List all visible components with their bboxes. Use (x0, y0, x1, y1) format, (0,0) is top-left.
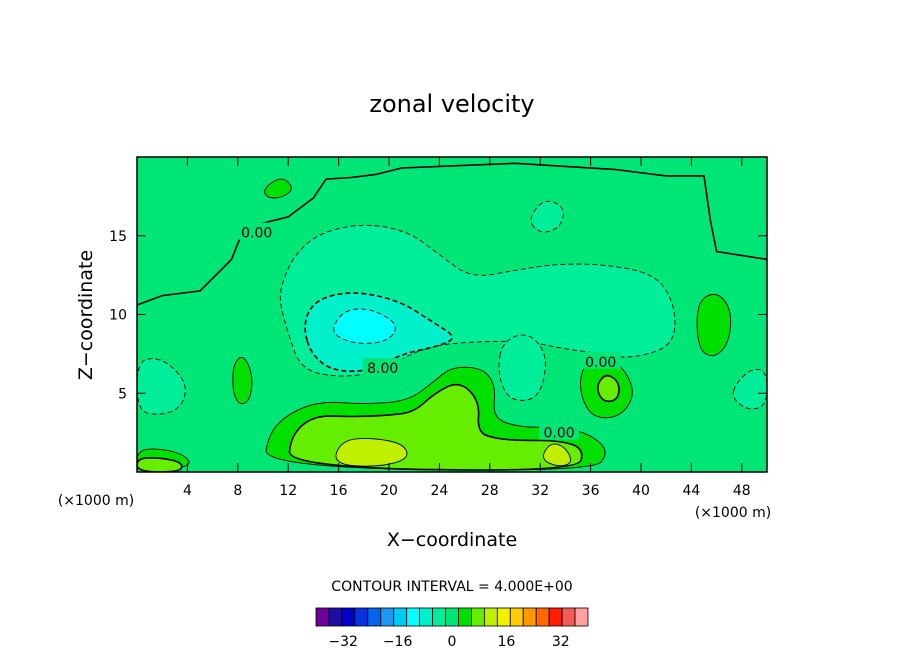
x-tick-label: 32 (531, 483, 549, 499)
contour-region (531, 201, 564, 232)
contour-line (732, 368, 767, 410)
contour-line (696, 293, 732, 357)
colorbar-swatch (548, 607, 563, 627)
contour-line (279, 224, 676, 377)
colorbar-swatch (445, 607, 459, 627)
x-tick-label: 20 (380, 483, 398, 499)
contour-line (304, 292, 453, 373)
x-tick-label: 44 (682, 483, 700, 499)
contour-label-bg (539, 422, 580, 440)
colorbar-tick-label: −16 (383, 634, 413, 650)
colorbar-swatch (535, 607, 550, 627)
contour-region (697, 294, 731, 356)
colorbar-swatch (393, 607, 408, 627)
x-tick-label: 12 (279, 483, 297, 499)
colorbar-tick-label: 16 (497, 634, 515, 650)
colorbar-swatch (522, 607, 537, 627)
contour-region (264, 179, 292, 198)
contour-region (499, 335, 546, 401)
x-tick-label: 8 (233, 483, 242, 499)
colorbar-tick-label: −32 (328, 634, 358, 650)
contour-label: 0.00 (544, 426, 575, 442)
colorbar: −32 −16 0 16 32 (315, 607, 589, 650)
contour-fills: 0.00 8.00 0.00 0.00 (137, 157, 767, 472)
contour-region (597, 375, 619, 402)
chart-title: zonal velocity (369, 90, 534, 118)
contour-region (232, 357, 252, 404)
x-tick-label: 36 (582, 483, 600, 499)
contour-line (137, 358, 186, 415)
contour-region (137, 358, 186, 415)
colorbar-swatch (471, 607, 485, 627)
x-axis-label: X−coordinate (387, 529, 517, 551)
colorbar-swatch (483, 607, 498, 627)
contour-region (733, 369, 767, 409)
y-axis-unit: (×1000 m) (58, 493, 134, 509)
contour-line (498, 334, 546, 401)
colorbar-swatch (354, 607, 369, 627)
contour-label: 0.00 (585, 355, 616, 371)
colorbar-tick-label: 32 (552, 634, 570, 650)
colorbar-swatch (561, 607, 576, 627)
y-tick-label: 5 (118, 386, 127, 402)
colorbar-swatch (496, 607, 511, 627)
colorbar-swatch (341, 607, 356, 627)
plot-area: 0.00 8.00 0.00 0.00 (136, 156, 768, 473)
contour-region (335, 438, 407, 467)
x-axis-unit: (×1000 m) (695, 505, 771, 521)
contour-label-bg (236, 222, 277, 240)
contour-line (530, 200, 564, 233)
contour-label: 8.00 (367, 361, 398, 377)
contour-line (265, 366, 606, 471)
contour-line (137, 162, 767, 306)
contour-region (137, 457, 182, 472)
colorbar-swatch (315, 607, 330, 627)
x-tick-label: 4 (183, 483, 192, 499)
colorbar-swatch (509, 607, 524, 627)
x-tick-label: 28 (481, 483, 499, 499)
colorbar-swatch (367, 607, 382, 627)
contour-label-bg (362, 358, 403, 376)
colorbar-swatch (380, 607, 395, 627)
colorbar-swatch (406, 607, 421, 627)
colorbar-swatch (419, 607, 433, 627)
contour-interval-label: CONTOUR INTERVAL = 4.000E+00 (331, 579, 572, 595)
colorbar-swatch (574, 607, 589, 627)
contour-region (543, 443, 571, 466)
contour-label: 0.00 (241, 226, 272, 242)
colorbar-swatch (458, 607, 472, 627)
colorbar-tick-label: 0 (448, 634, 457, 650)
y-axis-label: Z−coordinate (75, 250, 97, 380)
contour-line (543, 443, 571, 467)
contour-line (264, 178, 292, 199)
colorbar-swatch (328, 607, 343, 627)
y-tick-label: 15 (109, 229, 127, 245)
x-tick-label: 16 (330, 483, 348, 499)
x-tick-label: 48 (733, 483, 751, 499)
contour-line (335, 437, 408, 467)
contour-region (333, 308, 396, 344)
colorbar-swatch (432, 607, 446, 627)
contour-label-bg (580, 351, 621, 369)
y-tick-label: 10 (109, 308, 127, 324)
contour-line (333, 308, 396, 344)
contour-line (597, 374, 620, 403)
contour-line (232, 357, 253, 405)
x-tick-label: 24 (430, 483, 448, 499)
contour-line (288, 383, 583, 471)
x-tick-label: 40 (632, 483, 650, 499)
